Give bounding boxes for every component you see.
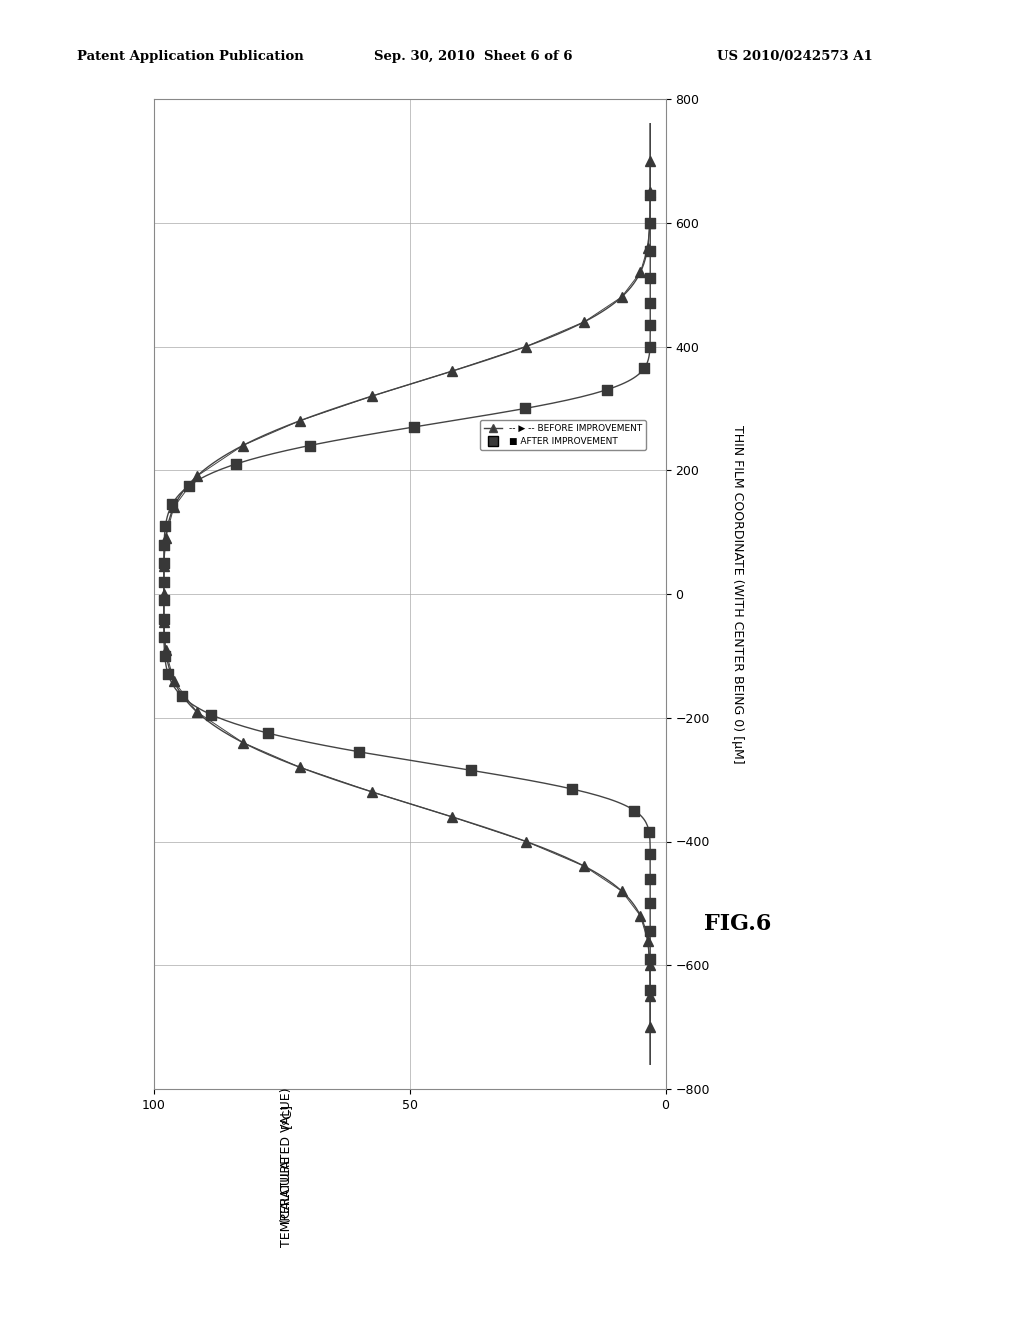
Point [351, 742, 368, 763]
Point [627, 800, 643, 821]
Text: FIG.6: FIG.6 [703, 913, 771, 935]
Point [156, 533, 172, 554]
Point [642, 293, 658, 314]
Point [641, 821, 657, 842]
Point [598, 379, 614, 400]
Point [642, 240, 658, 261]
Point [156, 627, 172, 648]
Point [157, 645, 173, 667]
Point [642, 869, 658, 890]
Point [181, 475, 198, 496]
Text: Patent Application Publication: Patent Application Publication [77, 50, 303, 63]
Text: TEMPERATURE: TEMPERATURE [281, 1156, 293, 1246]
Point [642, 843, 658, 865]
Legend: -- ▶ -- BEFORE IMPROVEMENT, ■ AFTER IMPROVEMENT: -- ▶ -- BEFORE IMPROVEMENT, ■ AFTER IMPR… [480, 420, 646, 450]
Point [203, 704, 219, 725]
Point [642, 920, 658, 941]
Point [463, 760, 479, 781]
Point [642, 949, 658, 970]
Point [642, 268, 658, 289]
Point [642, 213, 658, 234]
Point [156, 572, 172, 593]
Point [260, 722, 276, 743]
Point [642, 979, 658, 1001]
Point [301, 436, 317, 457]
Text: [°C]: [°C] [281, 1104, 293, 1127]
Text: THIN FILM COORDINATE (WITH CENTER BEING 0) [μM]: THIN FILM COORDINATE (WITH CENTER BEING … [731, 425, 743, 763]
Point [158, 515, 174, 536]
Point [174, 685, 190, 706]
Point [517, 397, 534, 418]
Point [636, 358, 652, 379]
Point [642, 185, 658, 206]
Point [642, 892, 658, 913]
Text: (CALCULATED VALUE): (CALCULATED VALUE) [281, 1088, 293, 1222]
Point [156, 590, 172, 611]
Text: US 2010/0242573 A1: US 2010/0242573 A1 [717, 50, 872, 63]
Point [642, 335, 658, 356]
Point [406, 416, 422, 437]
Point [563, 779, 580, 800]
Point [227, 454, 244, 475]
Point [642, 314, 658, 335]
Point [160, 664, 176, 685]
Point [156, 609, 172, 630]
Text: Sep. 30, 2010  Sheet 6 of 6: Sep. 30, 2010 Sheet 6 of 6 [374, 50, 572, 63]
Point [164, 494, 180, 515]
Point [156, 553, 172, 574]
